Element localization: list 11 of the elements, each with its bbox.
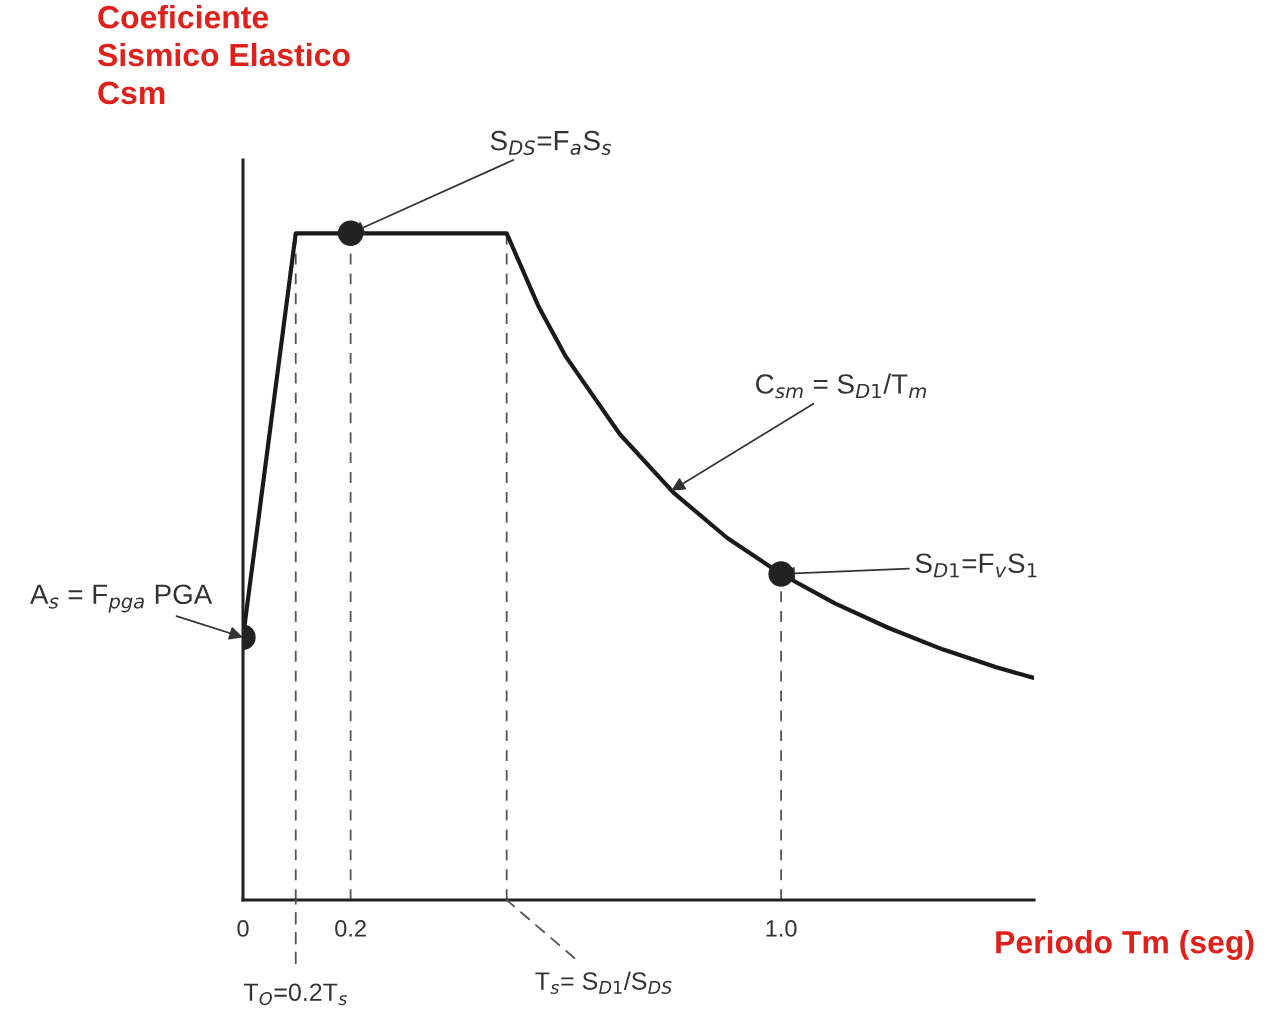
x-tick-label: 1.0 — [766, 920, 797, 937]
x-axis-title: Periodo Tm (seg) — [996, 930, 1254, 960]
annotation: T$_{s}$= S$_{D1}$/S$_{DS}$ — [535, 971, 672, 995]
annotation: S$_{D1}$=F$_{v}$S$_{1}$ — [915, 553, 1037, 578]
y-axis-title: Coeficiente Sismico Elastico Csm — [97, 5, 350, 105]
x-tick-label: 0.2 — [335, 920, 366, 937]
x-tick-label: 0 — [237, 920, 249, 937]
annotation: C$_{sm}$ = S$_{D1}$/T$_{m}$ — [756, 373, 926, 399]
annotation: S$_{DS}$=F$_{a}$S$_{s}$ — [490, 130, 612, 156]
annotation: A$_{s}$ = F$_{pga}$ PGA — [30, 584, 213, 613]
annotation: T$_{O}$=0.2T$_{s}$ — [243, 983, 347, 1006]
